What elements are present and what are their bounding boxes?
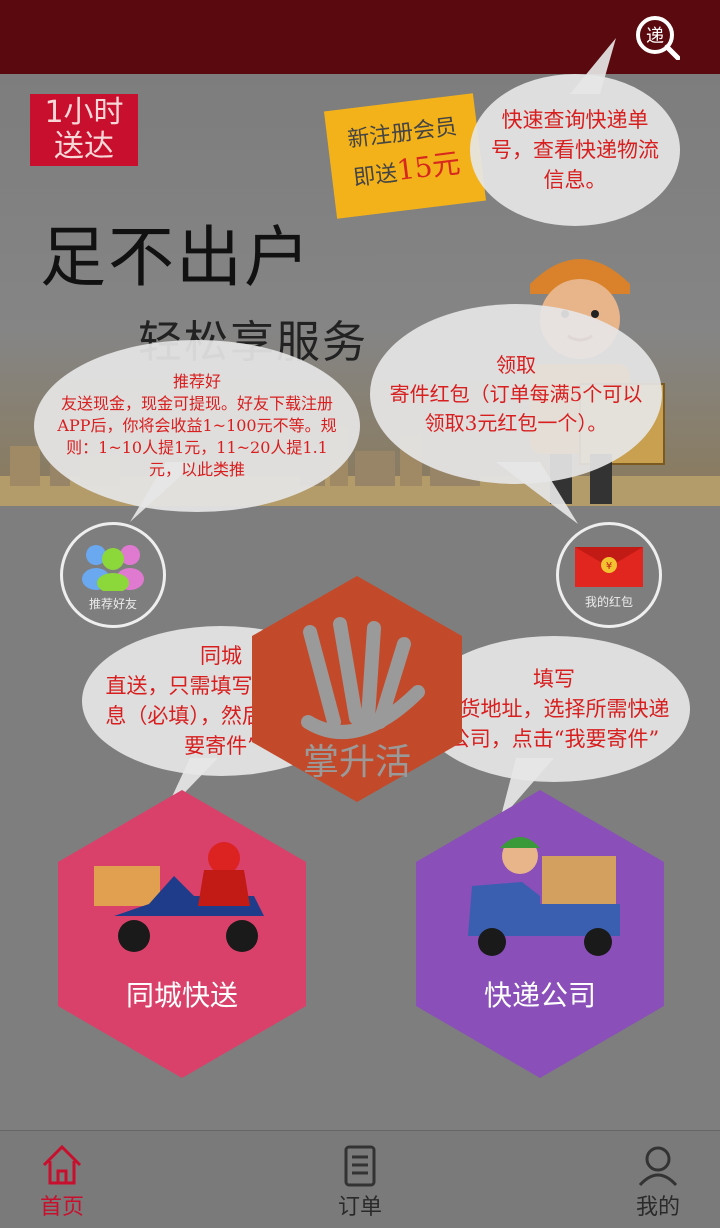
recommend-friends-button[interactable]: 推荐好友 (60, 522, 166, 628)
my-redpack-button[interactable]: ¥ 我的红包 (556, 522, 662, 628)
new-member-promo: 新注册会员 即送15元 (323, 93, 487, 219)
tab-orders-label: 订单 (337, 1195, 382, 1220)
tip-redpack-text: 寄件红包（订单每满5个可以领取3元红包一个）。 (389, 381, 643, 435)
top-bar: 递 (0, 0, 720, 74)
app-logo: 掌升活 (248, 572, 466, 806)
tip-redpack: 领取 寄件红包（订单每满5个可以领取3元红包一个）。 (370, 304, 662, 484)
red-envelope-icon: ¥ (575, 546, 643, 587)
logo-text: 掌升活 (303, 742, 411, 783)
express-search-icon[interactable]: 递 (634, 14, 681, 61)
tip-express-text: 发货地址，选择所需快递公司，点击“我要寄件” (438, 697, 670, 751)
home-icon (42, 1144, 82, 1185)
bottom-tab-bar: 首页 订单 我的 (0, 1130, 720, 1228)
same-city-delivery-button[interactable]: 同城快送 (54, 786, 310, 1082)
badge-line2: 送达 (54, 129, 114, 164)
tip-referral: 推荐好 友送现金，现金可提现。好友下载注册APP后，你将会收益1~100元不等。… (34, 340, 360, 512)
express-company-label: 快递公司 (483, 979, 596, 1012)
tip-same-city-title: 同城 (200, 644, 242, 668)
order-list-icon (344, 1145, 376, 1187)
same-city-delivery-label: 同城快送 (125, 979, 238, 1012)
tip-track-text: 快速查询快递单号，查看快递物流信息。 (491, 108, 659, 192)
promo-prefix: 即送 (352, 161, 399, 192)
svg-text:¥: ¥ (606, 561, 612, 572)
tip-redpack-title: 领取 (496, 352, 536, 377)
slogan-main: 足不出户 (40, 219, 312, 296)
tab-orders[interactable]: 订单 (300, 1131, 420, 1228)
tab-home[interactable]: 首页 (2, 1131, 122, 1228)
tip-referral-text: 友送现金，现金可提现。好友下载注册APP后，你将会收益1~100元不等。规则：1… (57, 394, 337, 479)
tip-referral-title: 推荐好 (172, 372, 221, 391)
one-hour-badge: 1小时 送达 (30, 94, 138, 166)
tip-track-express: 快速查询快递单号，查看快递物流信息。 (470, 74, 680, 226)
badge-line1: 1小时 (44, 95, 124, 130)
tab-profile[interactable]: 我的 (598, 1131, 718, 1228)
tab-home-label: 首页 (39, 1195, 84, 1220)
friends-icon (82, 544, 144, 591)
tip-express-title: 填写 (533, 667, 575, 691)
user-icon (638, 1146, 678, 1187)
promo-amount: 15元 (394, 146, 463, 187)
my-redpack-label: 我的红包 (584, 594, 633, 609)
recommend-friends-label: 推荐好友 (88, 596, 137, 611)
tab-profile-label: 我的 (635, 1195, 680, 1220)
svg-text:递: 递 (646, 26, 664, 47)
express-company-button[interactable]: 快递公司 (412, 786, 668, 1082)
tip-express-company: 填写 发货地址，选择所需快递公司，点击“我要寄件” (418, 636, 690, 782)
